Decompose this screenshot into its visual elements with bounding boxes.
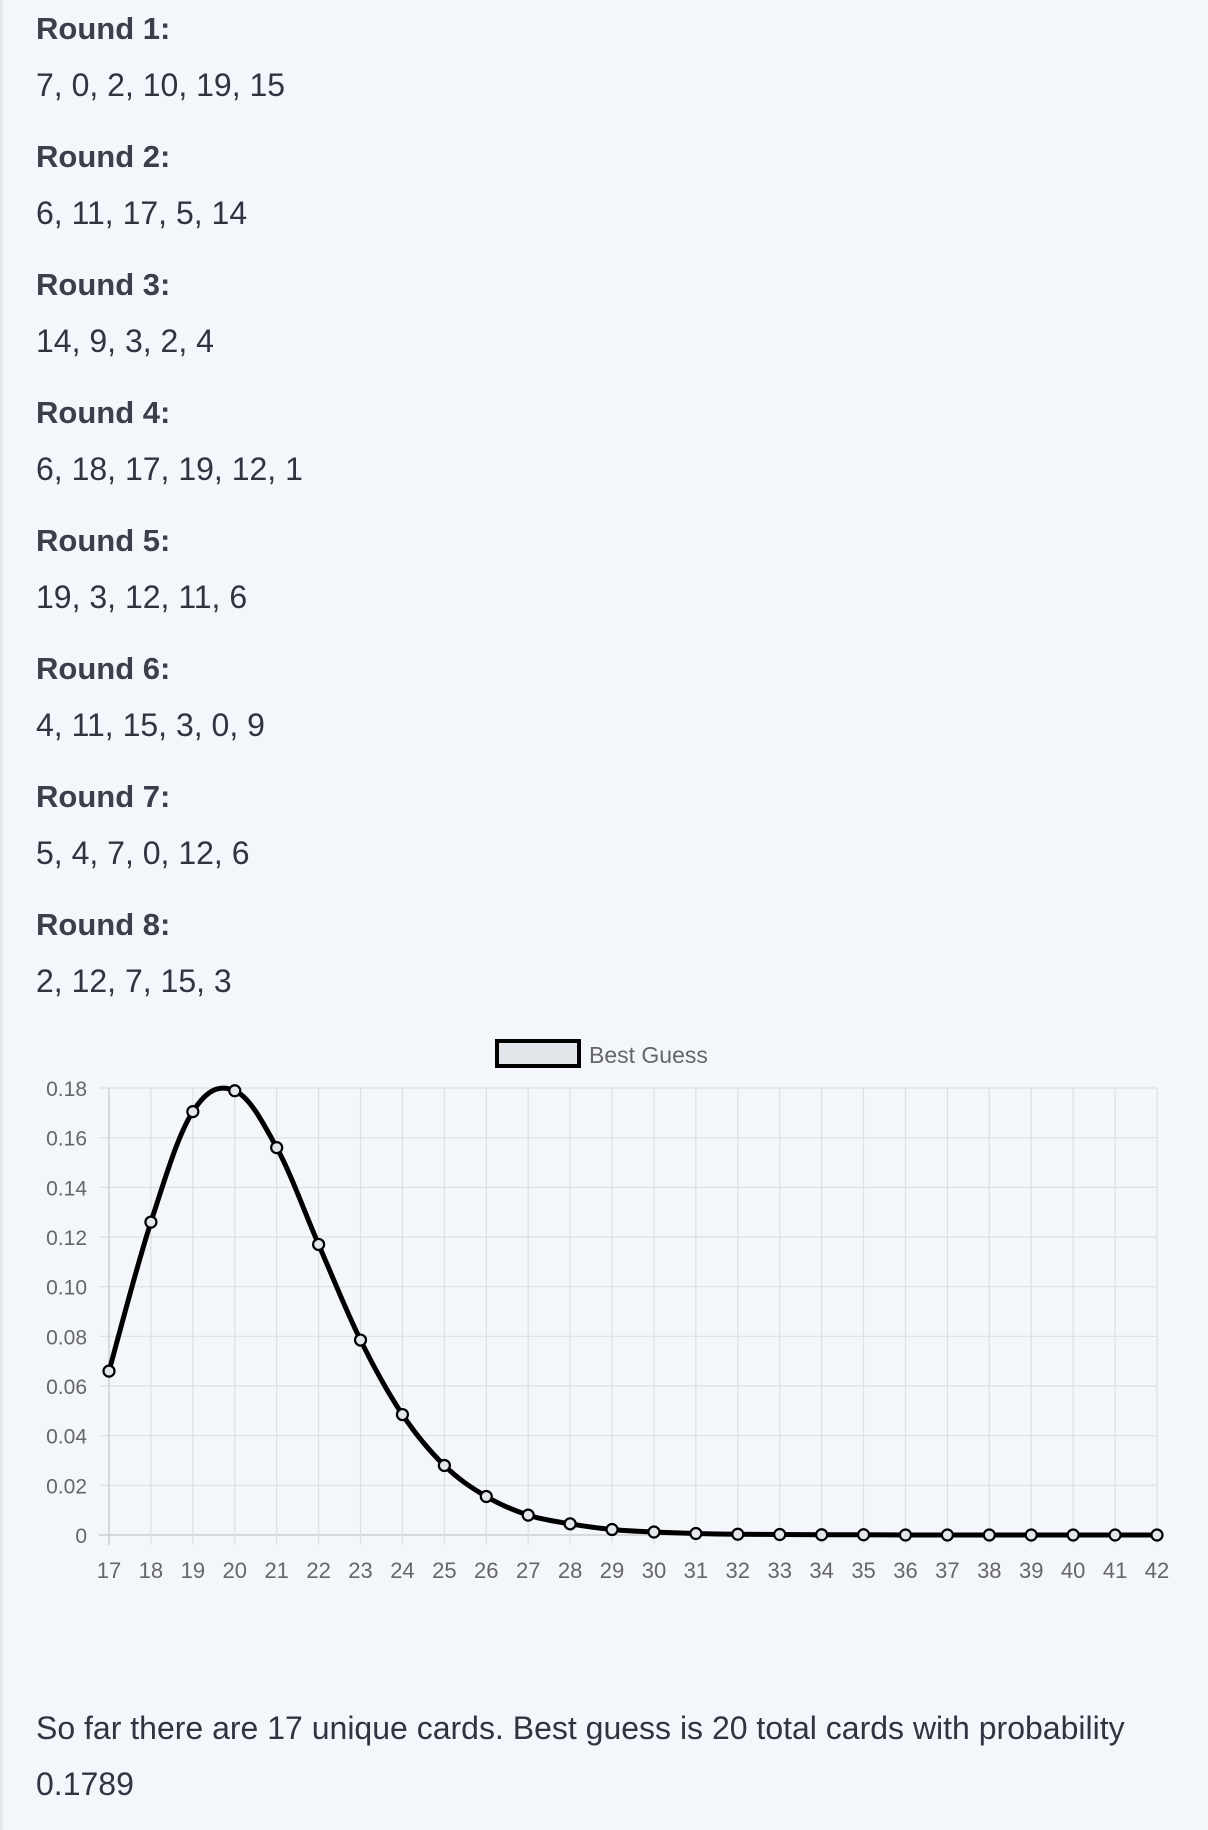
round-heading: Round 6: xyxy=(36,651,171,686)
x-tick-label: 36 xyxy=(893,1558,917,1583)
y-tick-label: 0.16 xyxy=(46,1128,87,1151)
series-line xyxy=(106,1085,1157,1538)
data-point xyxy=(270,1140,284,1155)
data-point xyxy=(647,1525,661,1539)
legend-label[interactable]: Best Guess xyxy=(589,1042,708,1068)
round-cards: 5, 4, 7, 0, 12, 6 xyxy=(36,835,250,871)
x-tick-label: 20 xyxy=(223,1558,247,1583)
data-point xyxy=(353,1333,368,1347)
data-point xyxy=(982,1528,996,1542)
panel-edge xyxy=(0,0,3,1830)
data-point xyxy=(1066,1528,1080,1542)
data-point xyxy=(186,1104,200,1119)
round-block: Round 3: 14, 9, 3, 2, 4 xyxy=(36,262,1136,390)
round-block: Round 2: 6, 11, 17, 5, 14 xyxy=(36,134,1136,262)
legend-swatch[interactable] xyxy=(495,1039,581,1068)
y-axis-ticks: 0 0.02 0.04 0.06 0.08 0.10 0.12 0.14 0.16 0.18 xyxy=(46,1078,87,1548)
probability-line-chart: 0 0.02 0.04 0.06 0.08 0.10 0.12 0.14 0.16 0.18 17… xyxy=(46,1039,1169,1583)
x-tick-label: 18 xyxy=(139,1558,163,1583)
y-tick-label: 0.14 xyxy=(46,1177,87,1200)
x-tick-label: 31 xyxy=(684,1558,708,1583)
round-heading: Round 2: xyxy=(36,139,171,174)
chart-legend[interactable]: Best Guess xyxy=(495,1039,708,1068)
x-tick-label: 22 xyxy=(306,1558,330,1583)
round-heading: Round 1: xyxy=(36,11,171,46)
data-point xyxy=(479,1489,493,1504)
x-tick-label: 32 xyxy=(726,1558,750,1583)
data-point xyxy=(731,1527,745,1541)
round-cards: 2, 12, 7, 15, 3 xyxy=(36,963,232,999)
y-tick-label: 0.08 xyxy=(46,1326,87,1349)
x-tick-label: 41 xyxy=(1103,1558,1127,1583)
x-tick-label: 38 xyxy=(977,1558,1001,1583)
round-block: Round 4: 6, 18, 17, 19, 12, 1 xyxy=(36,390,1136,518)
x-tick-label: 27 xyxy=(516,1558,540,1583)
y-tick-label: 0.18 xyxy=(46,1078,87,1101)
summary-text: So far there are 17 unique cards. Best g… xyxy=(36,1710,1125,1802)
data-point xyxy=(689,1526,703,1541)
x-axis-ticks: 17 18 19 20 21 22 23 24 25 26 27 28 29 30 31 32 33 34 35 36… xyxy=(97,1558,1169,1583)
data-point xyxy=(940,1528,955,1542)
x-tick-label: 39 xyxy=(1019,1558,1043,1583)
data-point xyxy=(898,1528,913,1542)
x-tick-label: 37 xyxy=(935,1558,959,1583)
round-block: Round 5: 19, 3, 12, 11, 6 xyxy=(36,518,1136,646)
round-cards: 7, 0, 2, 10, 19, 15 xyxy=(36,67,286,103)
rounds-list: Round 1: 7, 0, 2, 10, 19, 15 Round 2: 6,… xyxy=(36,6,1136,1030)
x-tick-label: 34 xyxy=(809,1558,833,1583)
x-tick-label: 28 xyxy=(558,1558,582,1583)
round-cards: 19, 3, 12, 11, 6 xyxy=(36,579,248,615)
data-point xyxy=(312,1237,326,1252)
data-point xyxy=(228,1084,242,1098)
round-heading: Round 3: xyxy=(36,267,171,302)
data-point xyxy=(102,1364,116,1378)
round-cards: 4, 11, 15, 3, 0, 9 xyxy=(36,707,265,743)
x-tick-label: 40 xyxy=(1061,1558,1085,1583)
round-cards: 6, 11, 17, 5, 14 xyxy=(36,195,248,231)
round-heading: Round 4: xyxy=(36,395,171,430)
round-heading: Round 5: xyxy=(36,523,171,558)
data-point xyxy=(395,1407,410,1422)
x-tick-label: 21 xyxy=(264,1558,288,1583)
data-point xyxy=(521,1508,535,1522)
round-heading: Round 7: xyxy=(36,779,171,814)
x-tick-label: 29 xyxy=(600,1558,624,1583)
y-tick-label: 0.12 xyxy=(46,1227,87,1250)
x-tick-label: 26 xyxy=(474,1558,498,1583)
x-tick-label: 30 xyxy=(642,1558,666,1583)
x-tick-label: 25 xyxy=(432,1558,456,1583)
y-tick-label: 0.02 xyxy=(46,1475,87,1498)
y-tick-label: 0.04 xyxy=(46,1426,87,1449)
data-point xyxy=(144,1215,158,1229)
round-block: Round 1: 7, 0, 2, 10, 19, 15 xyxy=(36,6,1136,134)
data-point xyxy=(437,1458,451,1473)
data-point xyxy=(605,1522,619,1537)
data-point xyxy=(815,1528,829,1542)
round-heading: Round 8: xyxy=(36,907,171,942)
series-best-guess xyxy=(102,1084,1164,1542)
chart-grid xyxy=(99,1087,1158,1545)
x-tick-label: 24 xyxy=(390,1558,414,1583)
round-block: Round 7: 5, 4, 7, 0, 12, 6 xyxy=(36,774,1136,902)
y-tick-label: 0 xyxy=(75,1525,87,1548)
round-cards: 6, 18, 17, 19, 12, 1 xyxy=(36,451,303,487)
y-tick-label: 0.06 xyxy=(46,1376,87,1399)
data-point xyxy=(1024,1528,1038,1542)
data-point xyxy=(856,1528,871,1542)
data-point xyxy=(1108,1528,1122,1542)
x-tick-label: 35 xyxy=(851,1558,875,1583)
round-block: Round 6: 4, 11, 15, 3, 0, 9 xyxy=(36,646,1136,774)
round-block: Round 8: 2, 12, 7, 15, 3 xyxy=(36,902,1136,1030)
x-tick-label: 17 xyxy=(97,1558,121,1583)
round-cards: 14, 9, 3, 2, 4 xyxy=(36,323,214,359)
x-tick-label: 33 xyxy=(767,1558,791,1583)
y-tick-label: 0.10 xyxy=(46,1277,87,1300)
data-point xyxy=(563,1517,577,1531)
x-tick-label: 23 xyxy=(348,1558,372,1583)
x-tick-label: 19 xyxy=(181,1558,205,1583)
x-tick-label: 42 xyxy=(1145,1558,1169,1583)
data-point xyxy=(773,1527,787,1542)
data-point xyxy=(1150,1528,1164,1542)
